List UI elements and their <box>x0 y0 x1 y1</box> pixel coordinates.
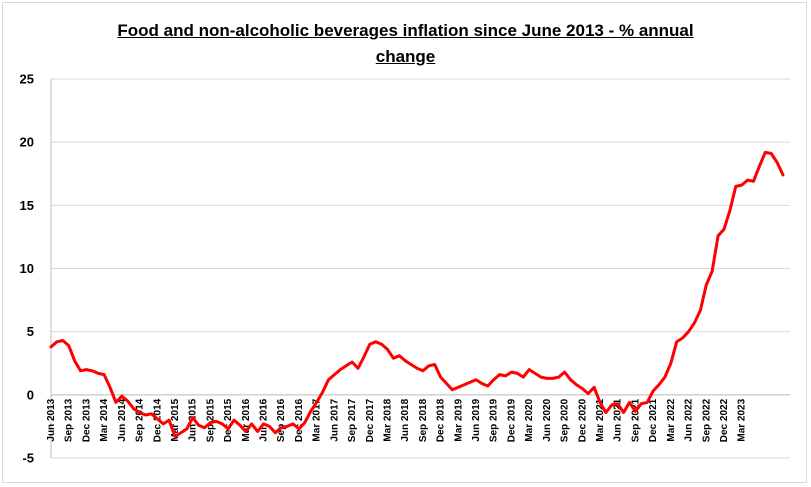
x-tick-label: Jun 2018 <box>400 398 411 441</box>
x-tick-label: Mar 2023 <box>737 398 748 441</box>
x-tick-label: Mar 2018 <box>383 398 394 441</box>
x-tick-label: Mar 2019 <box>453 398 464 441</box>
x-tick-label: Sep 2016 <box>276 398 287 442</box>
x-tick-label: Sep 2021 <box>630 398 641 442</box>
gridlines <box>51 78 790 459</box>
x-tick-label: Dec 2020 <box>577 398 588 442</box>
x-tick-label: Mar 2016 <box>241 398 252 441</box>
x-tick-label: Sep 2013 <box>64 398 75 442</box>
x-tick-label: Mar 2020 <box>524 398 535 441</box>
x-tick-label: Jun 2020 <box>542 398 553 441</box>
y-tick-label: 0 <box>27 387 34 402</box>
y-tick-label: 25 <box>20 72 34 87</box>
x-tick-label: Mar 2015 <box>170 398 181 441</box>
x-tick-label: Jun 2021 <box>613 398 624 441</box>
x-tick-label: Sep 2014 <box>135 398 146 442</box>
series-layer <box>49 150 785 438</box>
x-tick-label: Dec 2017 <box>365 398 376 442</box>
y-tick-label: 20 <box>20 135 34 150</box>
x-tick-label: Dec 2021 <box>648 398 659 442</box>
x-tick-label: Mar 2021 <box>595 398 606 441</box>
x-tick-label: Jun 2022 <box>684 398 695 441</box>
x-tick-label: Jun 2017 <box>329 398 340 441</box>
x-tick-label: Jun 2019 <box>471 398 482 441</box>
x-tick-label: Dec 2018 <box>436 398 447 442</box>
x-tick-label: Dec 2022 <box>719 398 730 442</box>
x-tick-label: Mar 2017 <box>312 398 323 441</box>
x-tick-label: Mar 2022 <box>666 398 677 441</box>
y-tick-label: 5 <box>27 324 34 339</box>
chart-title-line-1: Food and non-alcoholic beverages inflati… <box>117 21 694 40</box>
x-tick-label: Sep 2019 <box>489 398 500 442</box>
y-tick-label: 15 <box>20 198 34 213</box>
x-tick-label: Sep 2017 <box>347 398 358 442</box>
x-tick-label: Sep 2018 <box>418 398 429 442</box>
x-tick-label: Mar 2014 <box>99 398 110 441</box>
x-tick-label: Sep 2020 <box>560 398 571 442</box>
x-tick-label: Jun 2016 <box>259 398 270 441</box>
x-tick-label: Dec 2016 <box>294 398 305 442</box>
x-tick-label: Dec 2013 <box>81 398 92 442</box>
series-line <box>49 150 785 438</box>
x-tick-label: Sep 2015 <box>205 398 216 442</box>
x-tick-label: Sep 2022 <box>701 398 712 442</box>
x-tick-label: Jun 2013 <box>46 398 57 441</box>
chart-title: Food and non-alcoholic beverages inflati… <box>0 18 811 70</box>
x-tick-label: Dec 2019 <box>507 398 518 442</box>
x-tick-label: Jun 2014 <box>117 398 128 441</box>
y-tick-label: -5 <box>22 451 34 466</box>
y-tick-label: 10 <box>20 261 34 276</box>
chart-title-line-2: change <box>375 47 436 66</box>
x-tick-label: Dec 2015 <box>223 398 234 442</box>
